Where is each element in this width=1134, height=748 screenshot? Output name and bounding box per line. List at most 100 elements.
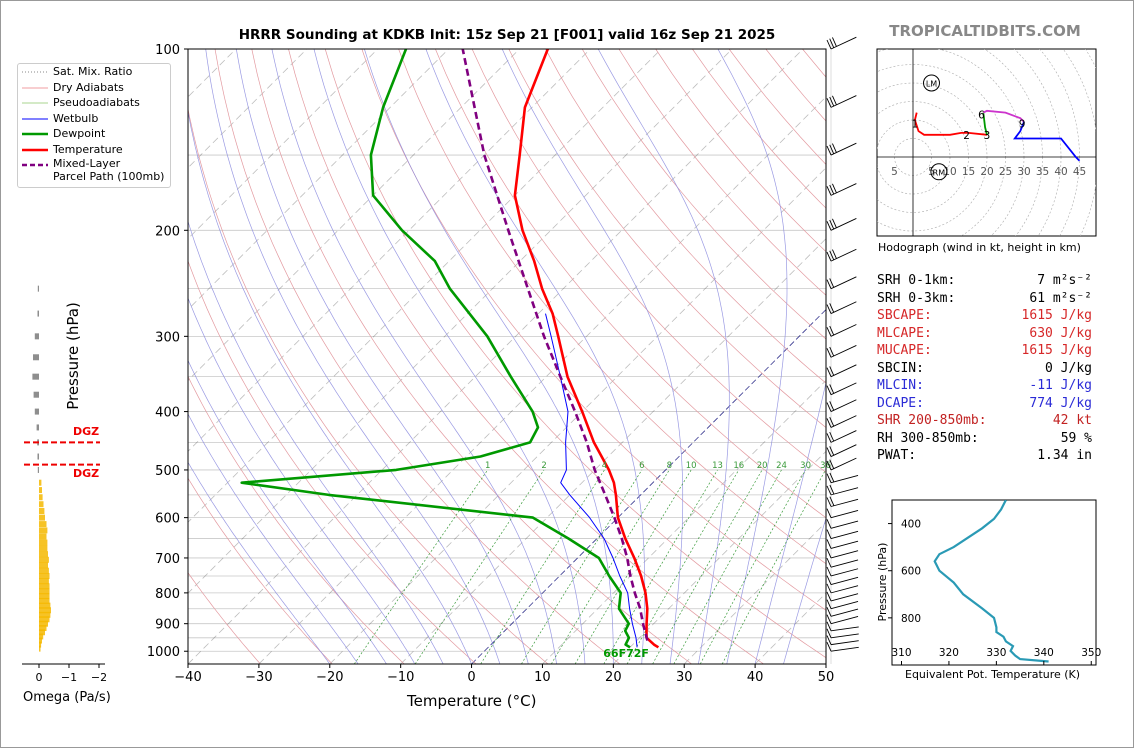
wind-barb-flag [829,472,835,483]
wind-barb-flag [826,497,832,507]
dry-adiabat-line [471,49,826,473]
wind-barb-shaft [830,218,857,231]
wind-barb [826,430,857,443]
omega-bar [39,527,48,534]
wind-barb-shaft [830,530,859,540]
wind-barb-flag [826,583,832,594]
omega-bar [39,567,49,574]
wind-barb [826,508,859,519]
wind-barb-flag [829,96,835,107]
stat-label: SRH 0-3km: [877,290,956,306]
dry-adiabat-line [288,49,764,664]
wind-barb [826,444,857,457]
theta-e-y-title: Pressure (hPa) [876,503,889,622]
mixing-ratio-label: 30 [800,461,811,471]
wind-barb [826,472,859,484]
legend-item: Wetbulb [18,111,170,127]
legend-swatch [22,71,48,73]
hodograph-trace [913,112,988,136]
stat-value: 1615 J/kg [1021,343,1092,358]
wind-barb-flag [826,485,832,496]
omega-bar [36,424,39,431]
wind-barb-flag [832,183,837,194]
y-tick-label: 500 [155,464,180,479]
legend-swatch [22,163,48,167]
hodograph-tick-label: 45 [1073,166,1086,178]
stat-label: PWAT: [877,448,917,463]
mixing-ratio-label: 8 [667,461,672,471]
stat-value: 1615 J/kg [1021,308,1092,323]
legend-swatch [22,132,48,136]
wind-barb-flag [829,366,835,376]
legend-label: Pseudoadiabats [53,96,140,109]
wind-barb-flag [826,402,832,412]
theta-e-plot-area [933,500,1049,663]
pseudoadiabat-line [717,49,788,664]
storm-motion-marker [923,74,940,92]
x-tick-label: −10 [387,670,414,685]
omega-bar [39,508,45,515]
dry-adiabat-line [581,49,826,340]
wind-barb [826,496,859,507]
wind-barb-shaft [830,487,859,496]
wind-barb-flag [826,447,832,457]
wind-barb-flag [829,184,835,195]
hodograph-tick-label: 35 [1036,166,1049,178]
x-tick-label: 20 [605,670,622,685]
hodograph-frame [876,48,1097,237]
wind-barb [826,415,857,428]
omega-bar [32,373,39,380]
legend-item: Mixed-Layer Parcel Path (100mb) [18,157,170,183]
wind-barb [826,529,859,540]
wind-barb-shaft [830,616,859,625]
omega-bar [39,572,50,579]
theta-e-axis-title: Equivalent Pot. Temperature (K) [905,668,1081,681]
omega-bar [37,310,39,317]
surface-temp-label: 66F72F [603,647,649,660]
omega-bar [39,611,51,618]
legend-label: Dry Adiabats [53,80,124,94]
wind-barb-flag [826,642,832,652]
hodograph-tick-label: 15 [962,166,975,178]
stat-label: SBCIN: [877,360,924,376]
legend-item: Temperature [18,142,170,158]
wind-barb-shaft [830,430,857,443]
wind-barb-flag [826,348,832,358]
storm-motion-label: LM [926,80,937,89]
omega-bar [39,578,49,585]
y-tick-label: 700 [155,552,180,567]
wind-barb-flag [826,385,832,395]
skew-t-frame [187,48,827,665]
wind-barb-flag [826,304,832,314]
wind-barb [826,345,857,358]
omega-bar [39,583,50,590]
mixing-ratio-line [414,469,545,664]
wind-barb-shaft [830,593,859,602]
mixing-ratio-line [354,469,488,664]
wind-barb-flag [826,599,832,609]
omega-bar [39,521,47,528]
x-axis-title: Temperature (°C) [407,692,537,710]
wind-barb-shaft [830,248,857,262]
mixing-ratio-label: 20 [757,461,768,471]
stat-value: 7 m²s⁻² [1037,273,1092,288]
hodograph-tick-label: 40 [1054,166,1067,178]
y-tick-label: 800 [155,587,180,602]
pseudoadiabat-line [205,49,501,664]
omega-bar [39,625,47,632]
pseudoadiabat-line [188,297,416,664]
x-tick-label: −40 [174,670,201,685]
isotherm-line [188,49,733,594]
hodograph-trace [982,112,988,136]
omega-bar [33,354,39,361]
wind-barb-flag [829,144,835,154]
mixing-ratio-label: 1 [485,461,490,471]
pseudoadiabat-line [783,517,826,664]
theta-e-y-tick-label: 800 [901,613,921,625]
y-tick-label: 300 [155,330,180,345]
wind-barb-flag [826,628,832,639]
theta-e-x-tick-label: 330 [986,647,1006,659]
wind-barb-flag [826,327,832,337]
mixing-ratio-line [603,469,718,664]
